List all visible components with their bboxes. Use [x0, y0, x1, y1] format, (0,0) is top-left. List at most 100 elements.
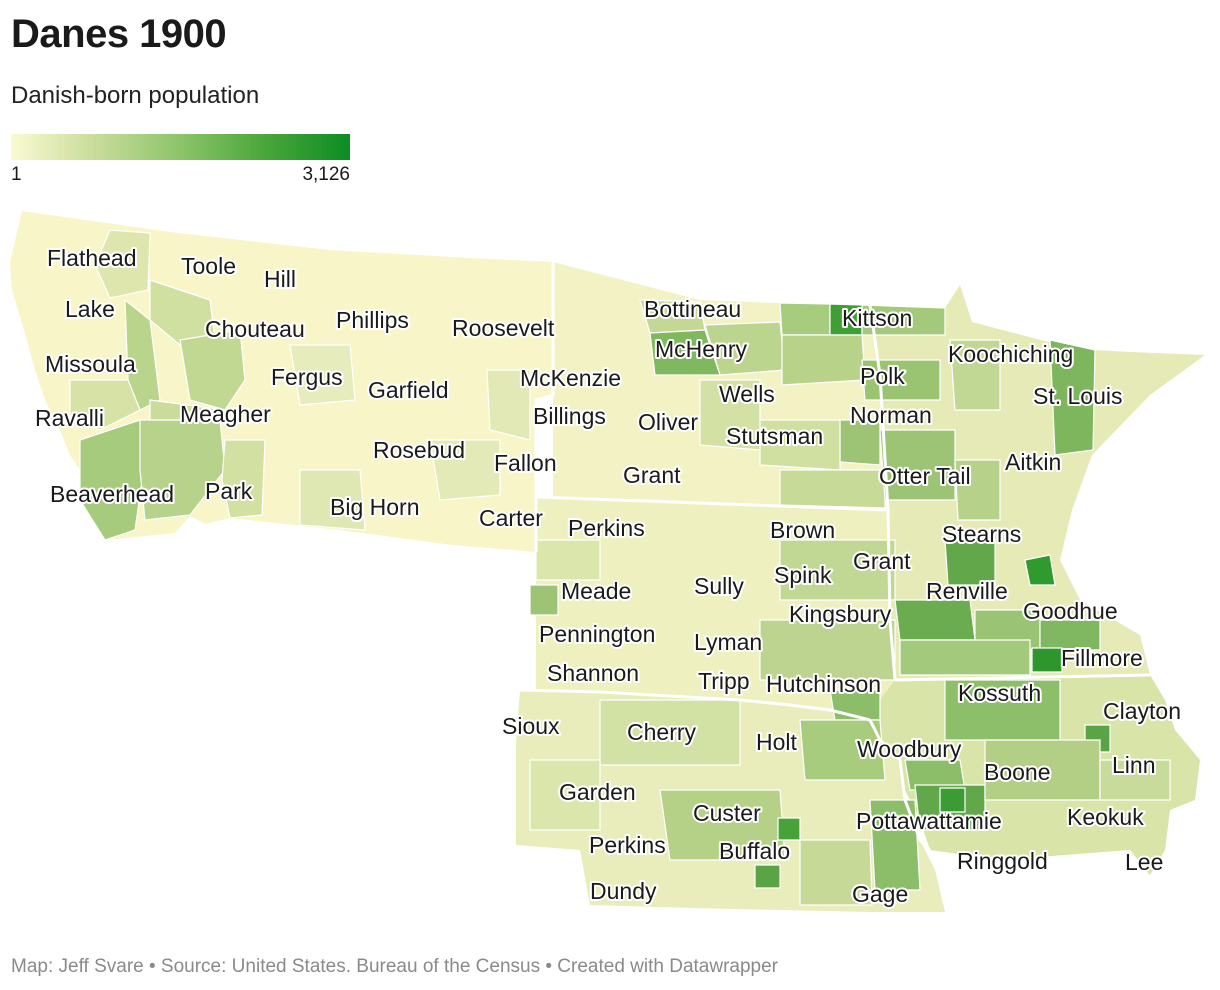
map-label: St. Louis: [1033, 383, 1123, 409]
county-labels: Flathead Toole Hill Lake Chouteau Philli…: [33, 243, 1183, 909]
map-label: Flathead: [47, 245, 137, 271]
county-shape: [781, 334, 866, 386]
county-shape: [659, 789, 786, 861]
map-label: McHenry: [655, 336, 748, 362]
county-shading: [69, 229, 1171, 906]
map-label: Stutsman: [726, 423, 823, 449]
county-shape: [179, 329, 246, 411]
map-label: Sioux: [502, 713, 560, 739]
county-shape: [529, 759, 601, 831]
map-label: Hill: [264, 266, 296, 292]
map-label: Stearns: [942, 521, 1021, 547]
map-label: Norman: [850, 402, 932, 428]
county-shape: [944, 539, 996, 586]
county-shape: [954, 459, 1001, 521]
map-label: Fillmore: [1061, 645, 1143, 671]
map-label: Otter Tail: [879, 463, 971, 489]
map-label: Clayton: [1103, 698, 1181, 724]
legend-min-label: 1: [11, 164, 22, 185]
map-label: Garden: [559, 779, 636, 805]
map-label: Fergus: [271, 364, 343, 390]
map-label: Rosebud: [373, 437, 465, 463]
map-label: Boone: [984, 759, 1051, 785]
county-shape: [949, 339, 1001, 411]
county-shape: [779, 302, 831, 336]
map-label: Meade: [561, 578, 631, 604]
map-label: Beaverhead: [50, 481, 174, 507]
state-border-nd-mn: [868, 304, 890, 511]
map-label: Wells: [719, 381, 775, 407]
map-label: Koochiching: [948, 341, 1073, 367]
map-label: Big Horn: [330, 494, 419, 520]
county-shape: [149, 399, 226, 421]
map-label: Dundy: [590, 878, 657, 904]
state-border-nd-sd: [535, 495, 889, 512]
county-shape: [861, 304, 946, 336]
county-shape: [535, 539, 601, 581]
map-label: Ringgold: [957, 848, 1048, 874]
county-shape: [599, 699, 741, 766]
county-shape: [221, 439, 266, 519]
map-label: Woodbury: [857, 736, 962, 762]
map-label: Chouteau: [205, 316, 305, 342]
map-label: Garfield: [368, 377, 449, 403]
map-label: Gage: [852, 881, 908, 907]
map-label: Pennington: [539, 621, 655, 647]
map-label: Kingsbury: [789, 601, 892, 627]
map-label: Missoula: [45, 351, 136, 377]
map-label: Meagher: [180, 401, 271, 427]
color-legend: 1 3,126: [11, 134, 350, 185]
state-border-sd-mn: [886, 509, 897, 681]
map-label: Fallon: [494, 450, 557, 476]
map-label: Grant: [853, 548, 911, 574]
county-shape: [486, 369, 531, 441]
county-shape: [94, 229, 151, 299]
map-label: Lyman: [694, 629, 762, 655]
map-label: Carter: [479, 505, 543, 531]
map-label: Bottineau: [644, 296, 741, 322]
map-label: Keokuk: [1067, 804, 1144, 830]
state-border-ne-ia: [868, 719, 932, 852]
source-footer: Map: Jeff Svare • Source: United States.…: [11, 956, 779, 977]
map-label: Renville: [926, 578, 1008, 604]
map-label: McKenzie: [520, 365, 621, 391]
county-shape: [69, 379, 141, 431]
map-label: Hutchinson: [766, 671, 881, 697]
map-label: Aitkin: [1005, 449, 1061, 475]
map-label: Roosevelt: [452, 315, 555, 341]
map-label: Kittson: [842, 305, 912, 331]
map-label: Cherry: [627, 719, 697, 745]
county-shape: [1049, 339, 1096, 456]
map-label: Spink: [774, 562, 832, 588]
map-label: Buffalo: [719, 838, 790, 864]
county-shape: [529, 584, 559, 616]
map-label: Holt: [756, 729, 798, 755]
county-shape: [1031, 647, 1063, 673]
county-shape: [754, 864, 781, 889]
map-label: Perkins: [568, 515, 645, 541]
county-shape: [799, 839, 873, 906]
map-label: Custer: [693, 800, 761, 826]
map-label: Polk: [860, 363, 905, 389]
county-shape: [869, 799, 921, 891]
map-label: Pottawattamie: [856, 808, 1002, 834]
map-subtitle: Danish-born population: [11, 82, 260, 109]
map-label: Toole: [181, 253, 236, 279]
map-label: Shannon: [547, 660, 639, 686]
map-label: Lake: [65, 296, 115, 322]
county-shape: [779, 539, 896, 601]
choropleth-map: Flathead Toole Hill Lake Chouteau Philli…: [10, 211, 1205, 912]
county-shape: [289, 344, 356, 406]
map-label: Perkins: [589, 832, 666, 858]
county-shape: [777, 817, 801, 841]
state-borders: [519, 262, 1151, 852]
state-border-mn-ia: [894, 673, 1151, 682]
map-label: Billings: [533, 403, 606, 429]
county-shape: [1099, 759, 1171, 801]
county-shape: [429, 439, 501, 501]
map-label: Lee: [1125, 849, 1163, 875]
county-shape: [299, 469, 366, 531]
map-label: Oliver: [638, 409, 698, 435]
map-label: Tripp: [698, 668, 750, 694]
county-shape: [79, 419, 146, 541]
